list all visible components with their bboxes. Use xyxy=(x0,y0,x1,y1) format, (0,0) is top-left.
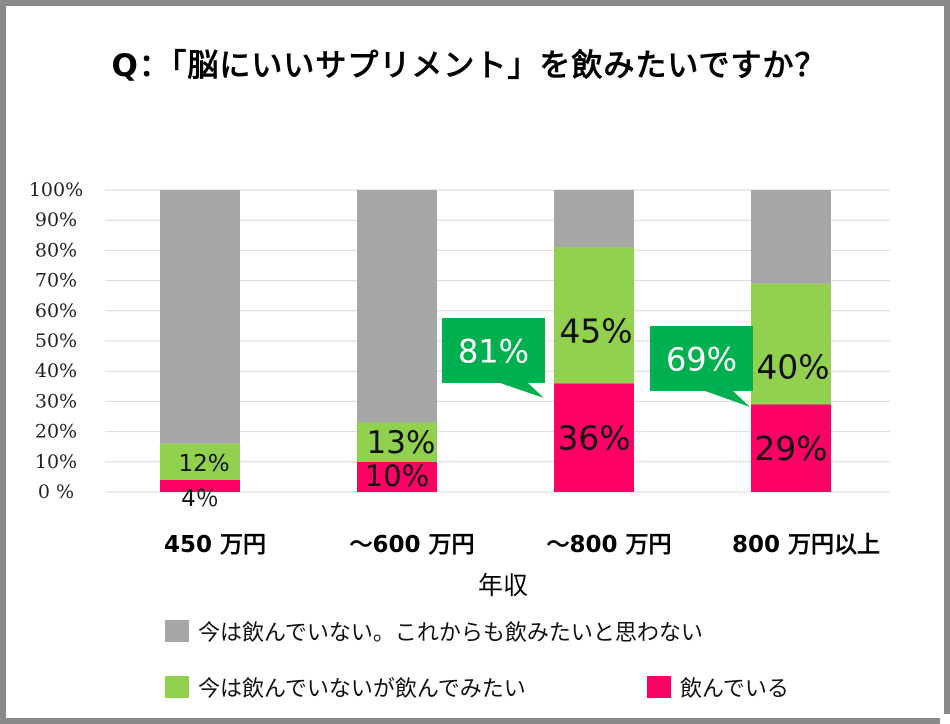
bar-segment xyxy=(160,190,240,444)
y-tick-label: 70% xyxy=(35,270,77,292)
bar-segment xyxy=(751,190,831,284)
y-tick-label: 30% xyxy=(35,390,77,412)
y-tick-label: 50% xyxy=(35,330,77,352)
bar-segment xyxy=(357,190,437,423)
y-tick-label: 40% xyxy=(35,360,77,382)
x-category-label: 800 万円以上 xyxy=(732,532,880,558)
legend-label: 今は飲んでいないが飲んでみたい xyxy=(198,677,526,702)
y-tick-label: 10% xyxy=(35,451,77,473)
y-tick-label: 100% xyxy=(29,179,83,201)
legend-label: 今は飲んでいない。これからも飲みたいと思わない xyxy=(198,621,703,646)
y-tick-label: 20% xyxy=(35,421,77,443)
callout-tail xyxy=(705,391,750,407)
y-tick-label: 0 % xyxy=(38,481,74,503)
legend-swatch xyxy=(165,676,189,698)
segment-value-label: 40% xyxy=(756,348,829,387)
bar-segment xyxy=(751,404,831,492)
callout-tail xyxy=(500,383,544,398)
segment-value-label: 10% xyxy=(365,459,429,493)
bar-segment xyxy=(751,283,831,405)
segment-value-label: 36% xyxy=(557,419,630,458)
legend-swatch xyxy=(647,676,671,698)
y-tick-label: 80% xyxy=(35,239,77,261)
callout-box xyxy=(650,326,753,391)
y-tick-label: 60% xyxy=(35,300,77,322)
bar-segment xyxy=(357,461,437,492)
bar-segment xyxy=(554,383,634,492)
bar-segment xyxy=(160,479,240,492)
segment-value-label: 12% xyxy=(178,451,229,477)
legend-label: 飲んでいる xyxy=(680,677,789,702)
y-tick-label: 90% xyxy=(35,209,77,231)
bar-segment xyxy=(357,422,437,462)
segment-value-label: 29% xyxy=(754,429,827,468)
callout-label: 69% xyxy=(666,341,737,379)
bar-segment xyxy=(554,190,634,248)
x-axis-title: 年収 xyxy=(478,571,528,600)
chart-title: Q：「脳にいいサプリメント」を飲みたいですか？ xyxy=(111,48,827,84)
segment-value-label: 45% xyxy=(559,311,632,350)
bar-segment xyxy=(554,247,634,384)
segment-value-label: 13% xyxy=(367,425,436,461)
x-category-label: ～600 万円 xyxy=(349,532,474,558)
callout-box xyxy=(442,318,545,383)
segment-value-label: 4％ xyxy=(181,486,219,512)
legend-swatch xyxy=(165,620,189,642)
callout-label: 81% xyxy=(458,333,529,371)
bar-segment xyxy=(160,443,240,480)
x-category-label: 450 万円 xyxy=(164,532,266,558)
x-category-label: ～800 万円 xyxy=(546,532,671,558)
